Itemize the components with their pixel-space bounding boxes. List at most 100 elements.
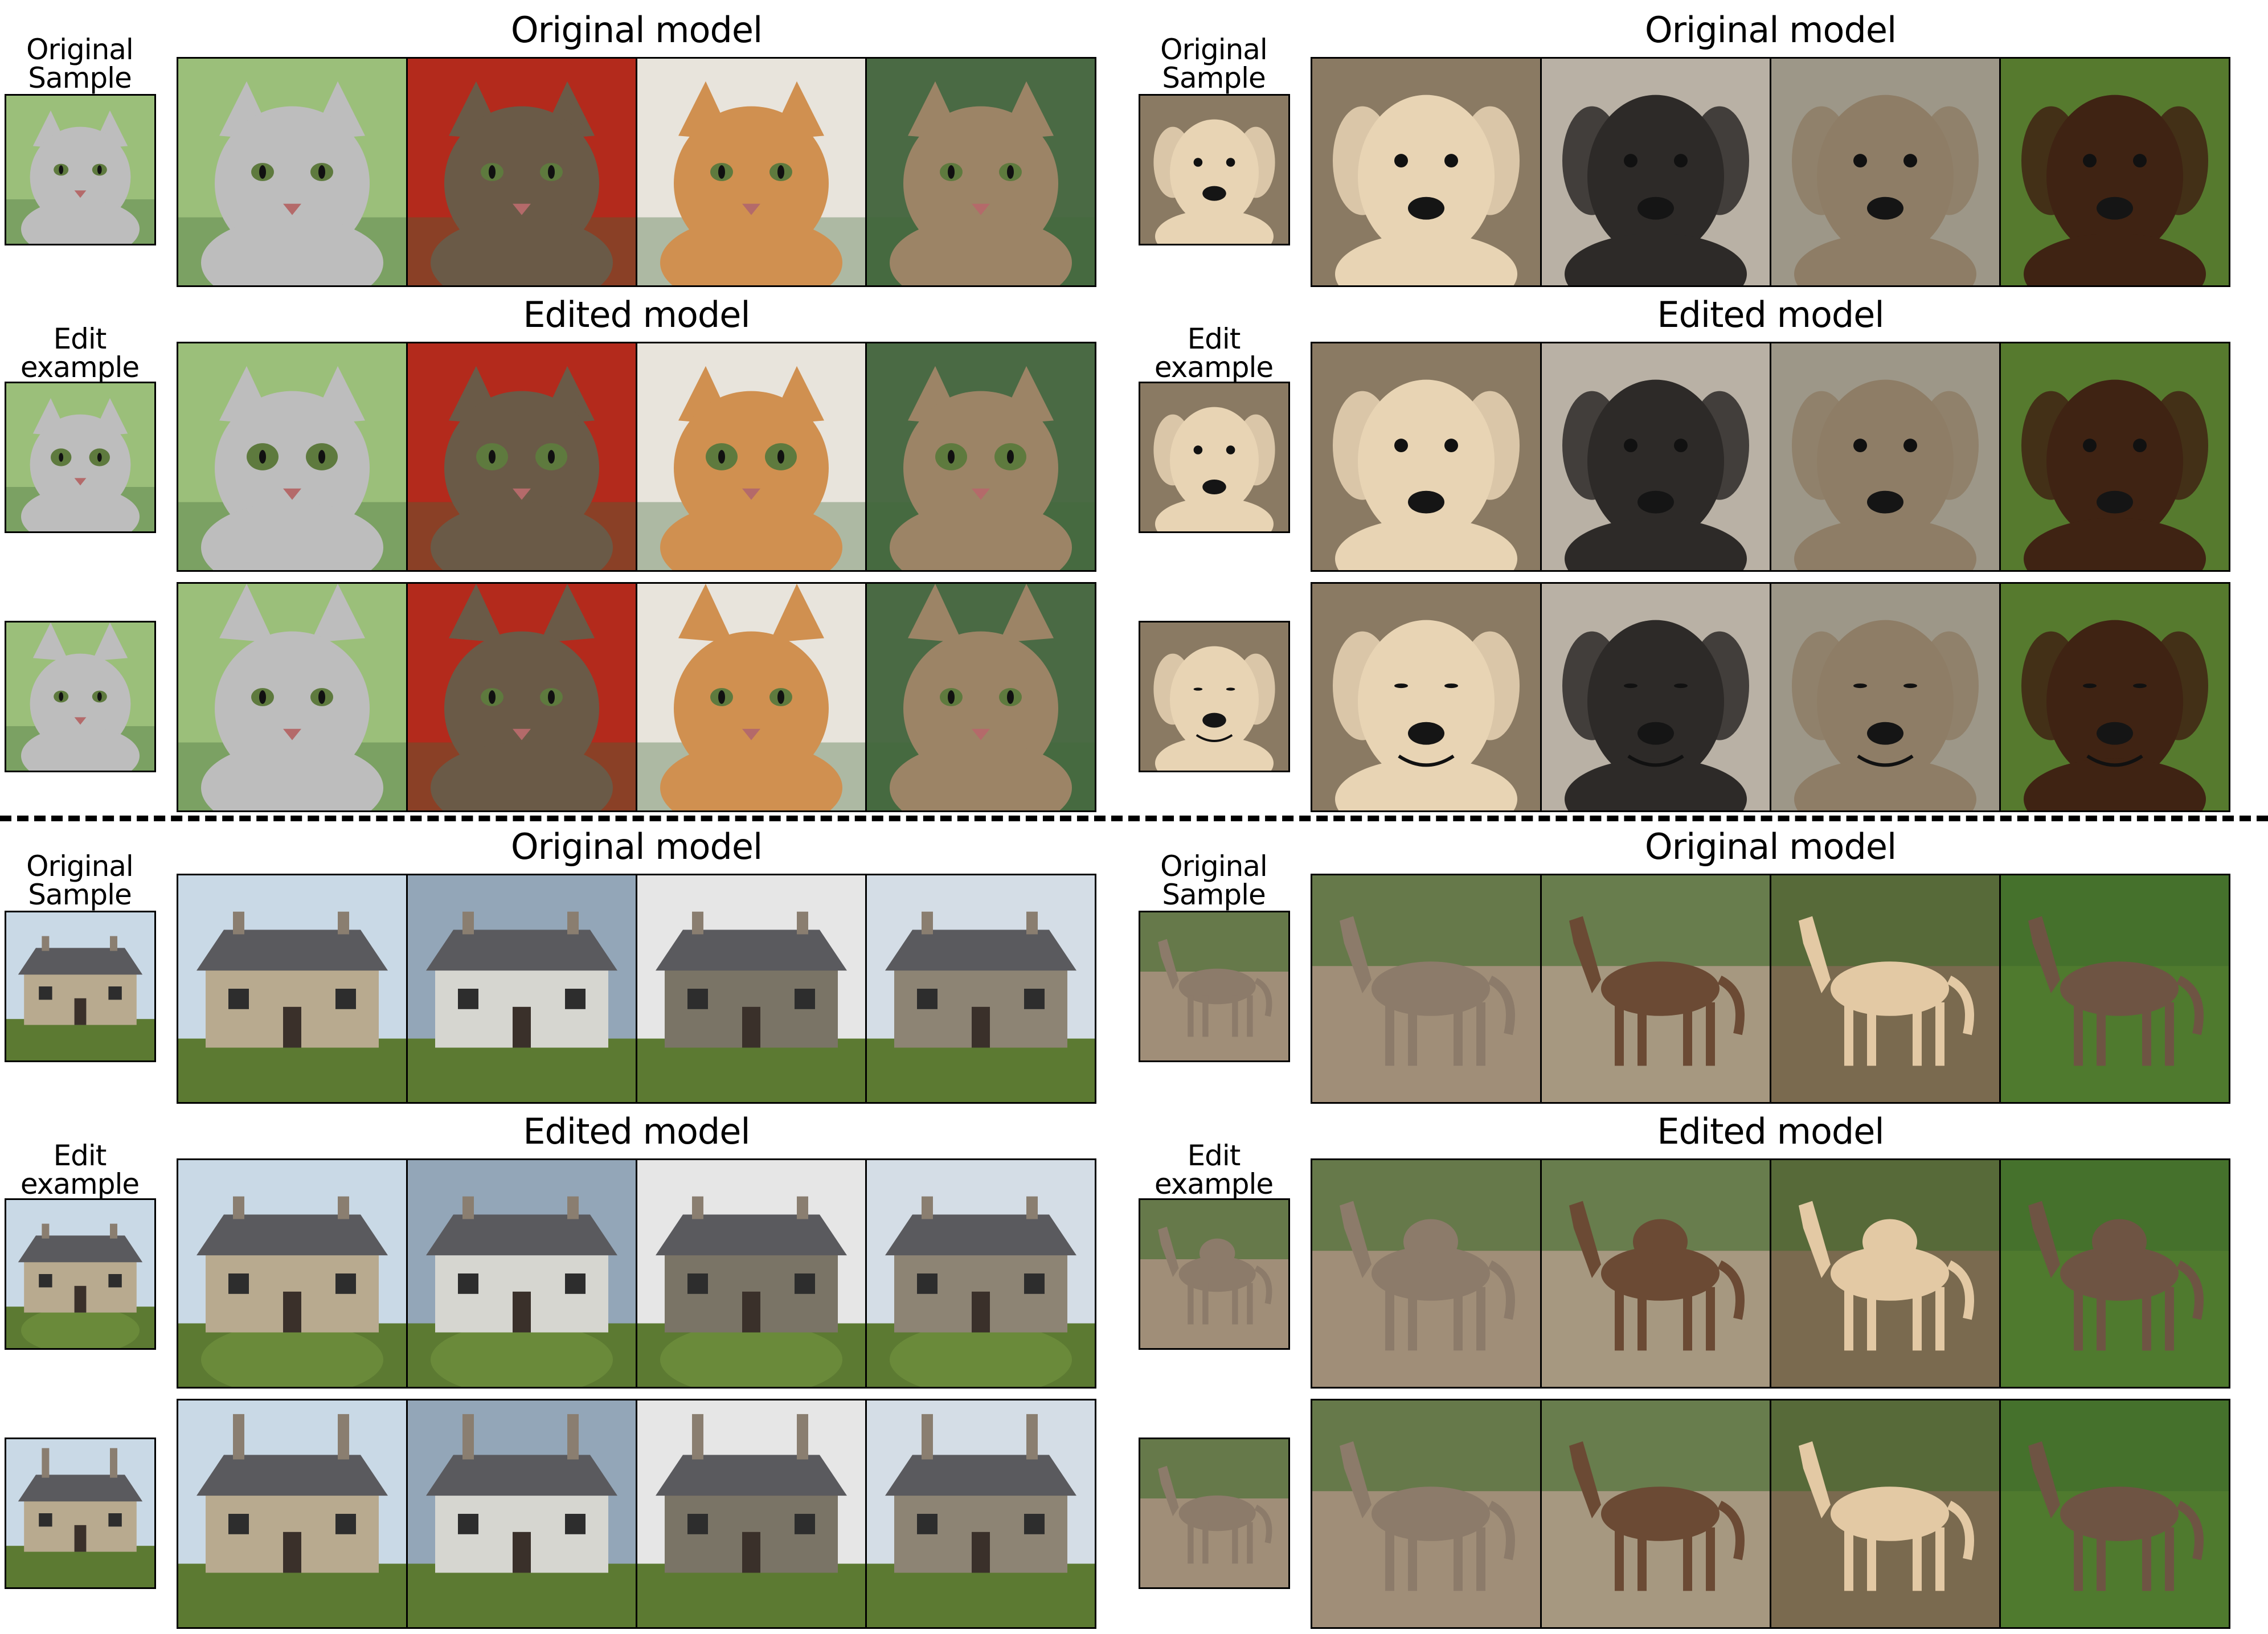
dog-image <box>1771 584 1999 810</box>
cat-image <box>637 343 865 570</box>
generated-house-image <box>408 1160 636 1387</box>
house-image <box>637 1400 865 1627</box>
edit-example-label: Edit example <box>20 1139 140 1201</box>
generated-cat-image <box>178 584 406 810</box>
original-sample-label: Original Sample <box>1160 850 1268 911</box>
horse-image <box>1140 1200 1288 1348</box>
edited-model-heading: Edited model <box>523 1111 750 1152</box>
original-sample-thumbnail <box>5 94 156 245</box>
panel-house: Original Sample Edit example Original mode… <box>0 817 1134 1633</box>
dog-image <box>2001 343 2229 570</box>
original-sample-label: Original Sample <box>1160 33 1268 95</box>
dog-image <box>1140 96 1288 244</box>
generated-cat-image <box>408 584 636 810</box>
horse-image <box>2001 1400 2229 1627</box>
house-image <box>867 1160 1095 1387</box>
edited-model-strip-1 <box>177 342 1096 572</box>
generated-horse-image <box>1312 1160 1540 1387</box>
original-sample-label: Original Sample <box>26 850 134 911</box>
dog-image <box>1312 343 1540 570</box>
edit-example-label: Edit example <box>20 322 140 384</box>
horse-image <box>1771 1400 1999 1627</box>
house-image <box>408 875 636 1102</box>
house-image <box>867 1400 1095 1627</box>
edit-example-thumbnail-2 <box>1139 1438 1290 1589</box>
edited-model-heading: Edited model <box>523 294 750 335</box>
edited-model-strip-1 <box>177 1158 1096 1389</box>
horse-image <box>2001 875 2229 1102</box>
generated-dog-image <box>1771 59 1999 285</box>
generated-house-image <box>637 1160 865 1387</box>
generated-house-image <box>408 1400 636 1627</box>
dog-image <box>2001 59 2229 285</box>
edited-model-strip-2 <box>1311 1399 2230 1629</box>
original-model-strip <box>1311 57 2230 287</box>
generated-cat-image <box>637 59 865 285</box>
generated-cat-image <box>408 343 636 570</box>
cat-image <box>637 584 865 810</box>
original-model-heading: Original model <box>510 826 763 867</box>
edit-example-thumbnail-1 <box>1139 382 1290 533</box>
dog-image <box>1542 343 1770 570</box>
generated-dog-image <box>1542 343 1770 570</box>
original-model-heading: Original model <box>1644 826 1897 867</box>
horse-image <box>1542 1400 1770 1627</box>
generated-cat-image <box>867 343 1095 570</box>
generated-house-image <box>867 875 1095 1102</box>
edited-model-strip-2 <box>177 582 1096 812</box>
original-sample-thumbnail <box>1139 94 1290 245</box>
cat-image <box>408 584 636 810</box>
house-image <box>6 1439 154 1587</box>
dog-image <box>1140 623 1288 771</box>
horse-image <box>1771 875 1999 1102</box>
house-image <box>637 875 865 1102</box>
dog-image <box>1312 584 1540 810</box>
panel-cat: Original Sample Edit example Original mode… <box>0 0 1134 817</box>
edit-example-thumbnail-2 <box>5 1438 156 1589</box>
edit-example-thumbnail-1 <box>1139 1198 1290 1350</box>
cat-image <box>637 59 865 285</box>
horse-image <box>2001 1160 2229 1387</box>
original-model-strip <box>1311 874 2230 1104</box>
cat-image <box>6 383 154 531</box>
panel-horse: Original Sample Edit example Original mode… <box>1134 817 2268 1633</box>
generated-cat-image <box>178 59 406 285</box>
generated-cat-image <box>867 584 1095 810</box>
dog-image <box>1542 584 1770 810</box>
generated-house-image <box>867 1160 1095 1387</box>
original-sample-label: Original Sample <box>26 33 134 95</box>
generated-house-image <box>178 875 406 1102</box>
edited-model-strip-2 <box>177 1399 1096 1629</box>
cat-image <box>408 59 636 285</box>
generated-dog-image <box>1312 584 1540 810</box>
cat-image <box>178 59 406 285</box>
cat-image <box>6 96 154 244</box>
horse-image <box>1312 1400 1540 1627</box>
original-model-strip <box>177 57 1096 287</box>
generated-dog-image <box>1542 584 1770 810</box>
generated-dog-image <box>2001 343 2229 570</box>
generated-horse-image <box>1542 1160 1770 1387</box>
generated-horse-image <box>2001 1160 2229 1387</box>
generated-cat-image <box>637 343 865 570</box>
generated-horse-image <box>1771 1160 1999 1387</box>
dashed-divider <box>0 816 2268 821</box>
generated-house-image <box>408 875 636 1102</box>
horse-image <box>1312 875 1540 1102</box>
dog-image <box>2001 584 2229 810</box>
edit-example-thumbnail-1 <box>5 1198 156 1350</box>
cat-image <box>6 623 154 771</box>
original-sample-thumbnail <box>1139 911 1290 1062</box>
edited-model-strip-2 <box>1311 582 2230 812</box>
edit-example-thumbnail-2 <box>1139 621 1290 772</box>
generated-dog-image <box>1771 584 1999 810</box>
generated-cat-image <box>867 59 1095 285</box>
house-image <box>178 875 406 1102</box>
generated-dog-image <box>1312 59 1540 285</box>
generated-dog-image <box>2001 584 2229 810</box>
generated-horse-image <box>1771 1400 1999 1627</box>
generated-horse-image <box>2001 1400 2229 1627</box>
house-image <box>178 1400 406 1627</box>
cat-image <box>867 59 1095 285</box>
edited-model-strip-1 <box>1311 342 2230 572</box>
